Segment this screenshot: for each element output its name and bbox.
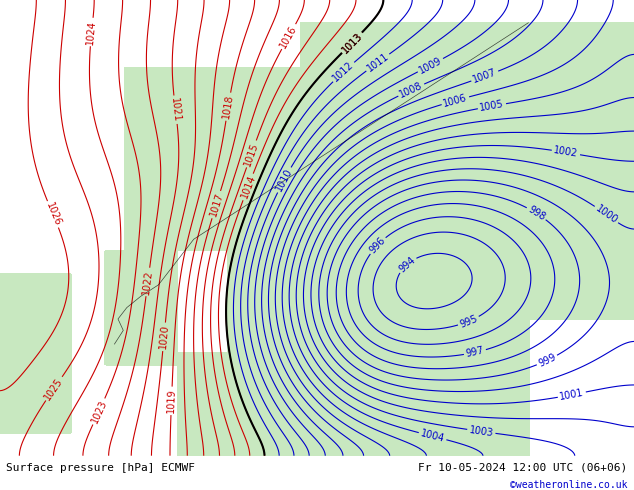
- Text: 1014: 1014: [239, 174, 257, 200]
- Text: 999: 999: [536, 352, 557, 369]
- Text: 1024: 1024: [86, 19, 98, 45]
- Text: 1022: 1022: [141, 269, 154, 295]
- Text: 1001: 1001: [559, 388, 585, 402]
- Text: 1000: 1000: [593, 203, 619, 226]
- Text: 998: 998: [526, 204, 547, 222]
- Text: 1018: 1018: [221, 94, 235, 120]
- Text: 1011: 1011: [365, 51, 391, 74]
- Text: 1016: 1016: [278, 24, 299, 49]
- Text: 1017: 1017: [208, 192, 224, 218]
- Text: 1023: 1023: [89, 398, 108, 425]
- Text: 1005: 1005: [479, 99, 505, 113]
- Text: 1021: 1021: [169, 97, 182, 122]
- Text: 1025: 1025: [43, 376, 65, 402]
- Text: 997: 997: [465, 345, 485, 359]
- Text: Surface pressure [hPa] ECMWF: Surface pressure [hPa] ECMWF: [6, 463, 195, 473]
- Text: Fr 10-05-2024 12:00 UTC (06+06): Fr 10-05-2024 12:00 UTC (06+06): [418, 463, 628, 473]
- Text: 1002: 1002: [553, 146, 579, 159]
- Text: 1013: 1013: [340, 30, 364, 55]
- Text: 1009: 1009: [417, 55, 444, 75]
- Text: 1012: 1012: [331, 60, 356, 84]
- Text: 1019: 1019: [166, 389, 177, 413]
- Text: 995: 995: [458, 313, 479, 329]
- Text: 994: 994: [397, 255, 417, 274]
- Text: ©weatheronline.co.uk: ©weatheronline.co.uk: [510, 480, 628, 490]
- Text: 1004: 1004: [420, 428, 446, 444]
- Text: 996: 996: [368, 235, 387, 255]
- Text: 1020: 1020: [158, 324, 170, 349]
- Text: 1006: 1006: [443, 93, 469, 109]
- Text: 1015: 1015: [243, 141, 261, 167]
- Text: 1007: 1007: [472, 67, 498, 85]
- Text: 1008: 1008: [398, 80, 424, 99]
- Text: 1013: 1013: [340, 30, 364, 55]
- Text: 1003: 1003: [469, 425, 494, 438]
- Text: 1026: 1026: [44, 201, 62, 228]
- Text: 1010: 1010: [274, 167, 294, 193]
